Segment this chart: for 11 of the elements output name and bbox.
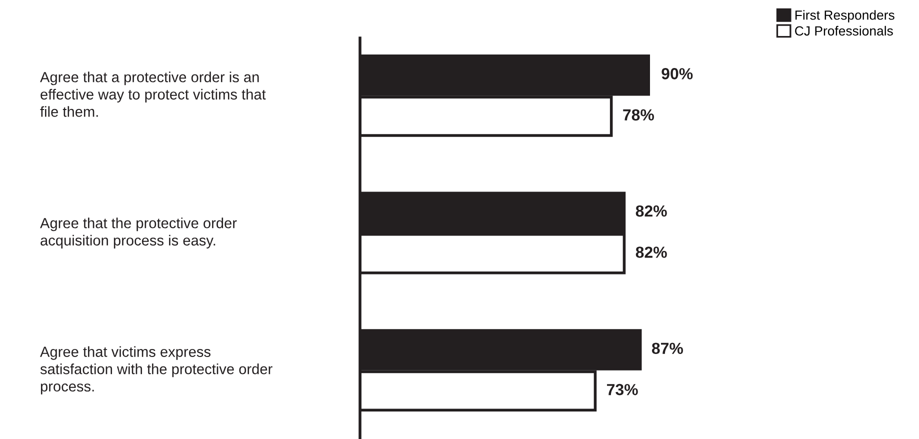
data-label: 82% (636, 246, 667, 258)
data-label: 87% (652, 342, 683, 354)
data-label: 90% (662, 68, 693, 80)
data-label: 73% (607, 384, 638, 396)
legend-label: CJ Professionals (795, 26, 893, 36)
y-tick-label: Agree that a protective order is an effective way to protect victims that file them. (40, 72, 266, 117)
legend-label: First Responders (795, 10, 894, 22)
y-tick-label: Agree that victims express satisfaction with the protective order process. (40, 346, 272, 394)
y-tick-label: Agree that the protective order acquisition process is easy. (40, 218, 237, 248)
data-label: 78% (623, 109, 654, 121)
data-label: 82% (636, 205, 667, 217)
